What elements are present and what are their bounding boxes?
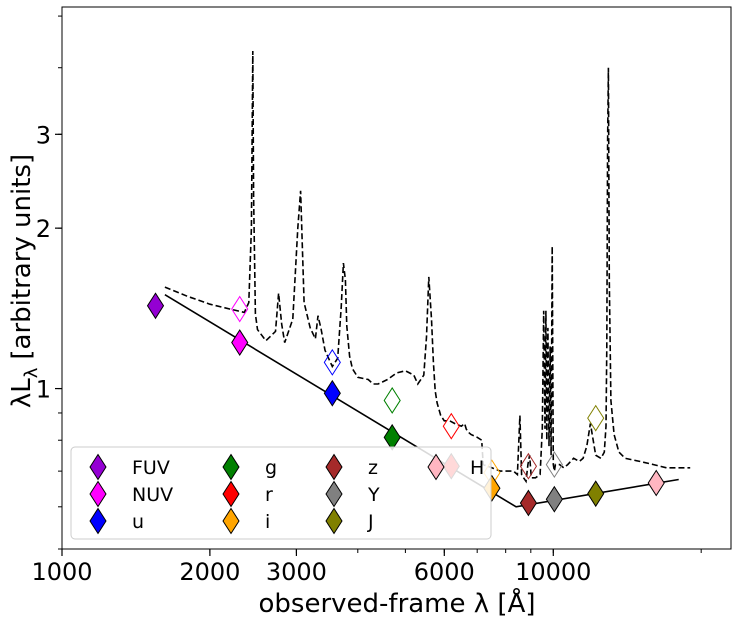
open-diamond-j: [587, 404, 605, 432]
series-lines: [164, 50, 691, 508]
y-axis-title-main: λL: [7, 378, 37, 408]
y-axis-title-units: [arbitrary units]: [7, 154, 37, 360]
legend-marker-j: [325, 507, 343, 535]
legend-label-z: z: [368, 457, 378, 479]
open-diamond-u: [323, 348, 341, 376]
major-ticks: 1000 2000 3000 6000 10000 1 2 3: [31, 121, 591, 586]
legend-label-h: H: [470, 457, 484, 479]
x-axis-title: observed-frame λ [Å]: [259, 587, 536, 619]
continuum-solid-line: [164, 294, 679, 508]
filled-diamond-fuv: [146, 292, 165, 320]
filled-diamond-nuv: [231, 329, 249, 356]
x-tick-label: 1000: [31, 558, 92, 586]
x-tick-label: 10000: [515, 558, 591, 586]
filled-diamond-h: [647, 469, 665, 497]
x-tick-label: 2000: [179, 558, 240, 586]
legend-label-nuv: NUV: [132, 484, 173, 506]
legend-marker-fuv: [89, 453, 107, 481]
filled-diamond-y: [545, 485, 563, 513]
legend: FUV NUV u gri zYJ H: [70, 446, 492, 540]
legend-marker-i: [222, 507, 240, 535]
filled-diamond-j: [587, 480, 605, 508]
legend-marker-nuv: [89, 480, 107, 508]
legend-marker-h: [427, 453, 445, 481]
open-diamond-r: [442, 412, 460, 440]
legend-marker-r: [222, 480, 240, 508]
plot-area-border: [61, 6, 732, 550]
filled-diamond-u: [323, 379, 341, 407]
plot-frame: [61, 6, 732, 550]
legend-label-g: g: [265, 457, 277, 479]
legend-box: [70, 446, 492, 540]
spectrum-dashed-line: [164, 50, 691, 484]
legend-label-u: u: [132, 511, 144, 533]
legend-marker-y: [325, 480, 343, 508]
legend-label-j: J: [367, 511, 374, 533]
legend-label-i: i: [265, 511, 270, 533]
legend-label-y: Y: [367, 484, 380, 506]
open-diamond-nuv: [231, 295, 249, 323]
x-tick-label: 3000: [266, 558, 327, 586]
y-tick-label: 1: [36, 376, 51, 404]
legend-marker-g: [222, 453, 240, 481]
legend-marker-z: [325, 453, 343, 481]
y-axis-title: λLλ [arbitrary units]: [7, 154, 42, 408]
y-axis-title-subscript: λ: [21, 367, 42, 378]
legend-label-r: r: [265, 484, 273, 506]
legend-label-fuv: FUV: [132, 457, 170, 479]
y-tick-label: 3: [36, 121, 51, 149]
y-tick-label: 2: [36, 215, 51, 243]
open-diamond-y: [545, 451, 563, 479]
x-tick-label: 6000: [414, 558, 475, 586]
open-diamond-g: [383, 387, 401, 414]
legend-marker-u: [89, 507, 107, 535]
filled-diamond-z: [519, 489, 538, 517]
open-diamond-z: [519, 452, 538, 480]
